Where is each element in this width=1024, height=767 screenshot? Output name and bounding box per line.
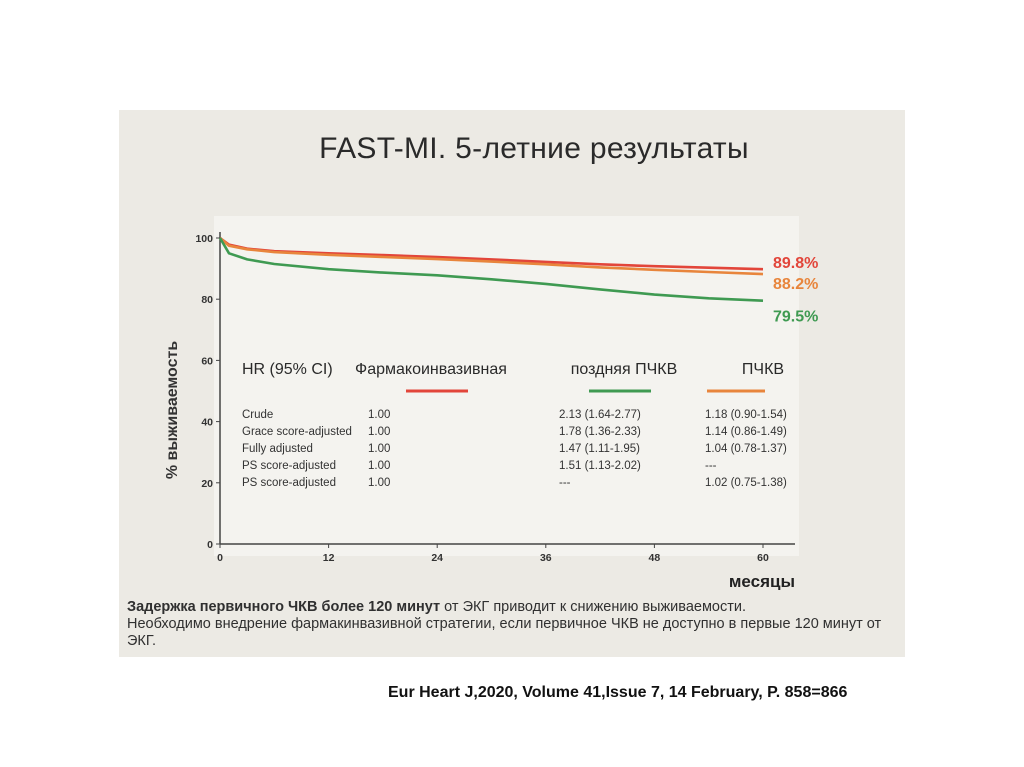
table-cell: --- [705,460,717,472]
table-cell: 1.02 (0.75-1.38) [705,477,787,489]
y-tick-label: 100 [195,233,213,245]
x-tick-label: 24 [431,552,443,564]
x-tick-label: 48 [649,552,661,564]
table-cell: --- [559,477,571,489]
caption-bold: Задержка первичного ЧКВ более 120 минут [127,599,441,615]
legend-label: ПЧКВ [742,361,784,378]
series-line [218,237,764,302]
table-cell: 2.13 (1.64-2.77) [559,409,641,421]
y-tick-label: 20 [201,478,213,490]
y-tick-label: 60 [201,355,213,367]
table-cell: 1.18 (0.90-1.54) [705,409,787,421]
hr-table: Crude 1.00 2.13 (1.64-2.77) 1.18 (0.90-1.54… [242,409,787,489]
table-cell: 1.00 [368,426,390,438]
table-row-label: PS score-adjusted [242,477,336,489]
table-row-label: Crude [242,409,273,421]
table-cell: 1.00 [368,460,390,472]
legend-label: Фармакоинвазивная [355,361,507,378]
series-end-label: 79.5% [773,309,818,326]
table-cell: 1.51 (1.13-2.02) [559,460,641,472]
table-row-label: Grace score-adjusted [242,426,352,438]
citation: Eur Heart J,2020, Volume 41,Issue 7, 14 … [388,684,848,701]
table-cell: 1.00 [368,409,390,421]
table-cell: 1.78 (1.36-2.33) [559,426,641,438]
legend: HR (95% CI) Фармакоинвазивная поздняя ПЧКВ… [242,361,784,393]
caption-rest-1: от ЭКГ приводит к снижению выживаемости. [440,599,746,615]
table-cell: 1.00 [368,443,390,455]
slide: FAST-MI. 5-летние результаты 0 20 40 60 80 10… [119,110,905,657]
x-tick-label: 60 [757,552,769,564]
y-tick-label: 0 [207,539,213,551]
x-tick-label: 12 [323,552,335,564]
table-cell: 1.14 (0.86-1.49) [705,426,787,438]
x-tick-label: 36 [540,552,552,564]
table-cell: 1.00 [368,477,390,489]
x-tick-label: 0 [217,552,223,564]
slide-title: FAST-MI. 5-летние результаты [319,132,749,165]
series-line [219,237,764,276]
axes: 0 20 40 60 80 100 0 12 24 36 48 60 [195,232,795,564]
table-cell: 1.47 (1.11-1.95) [559,443,640,455]
table-row-label: Fully adjusted [242,443,313,455]
legend-label: поздняя ПЧКВ [571,361,677,378]
series-end-label: 88.2% [773,276,818,293]
y-axis-label: % выживаемость [164,341,181,479]
caption: Задержка первичного ЧКВ более 120 минут … [127,599,897,650]
series-layer [218,236,764,302]
legend-header: HR (95% CI) [242,361,333,378]
table-row-label: PS score-adjusted [242,460,336,472]
y-tick-label: 40 [201,417,213,429]
series-end-label: 89.8% [773,255,818,272]
end-labels: 89.8% 88.2% 79.5% [773,255,818,326]
table-cell: 1.04 (0.78-1.37) [705,443,787,455]
y-tick-label: 80 [201,294,213,306]
x-axis-label: месяцы [729,572,795,590]
caption-rest-2: Необходимо внедрение фармакинвазивной ст… [127,616,882,649]
